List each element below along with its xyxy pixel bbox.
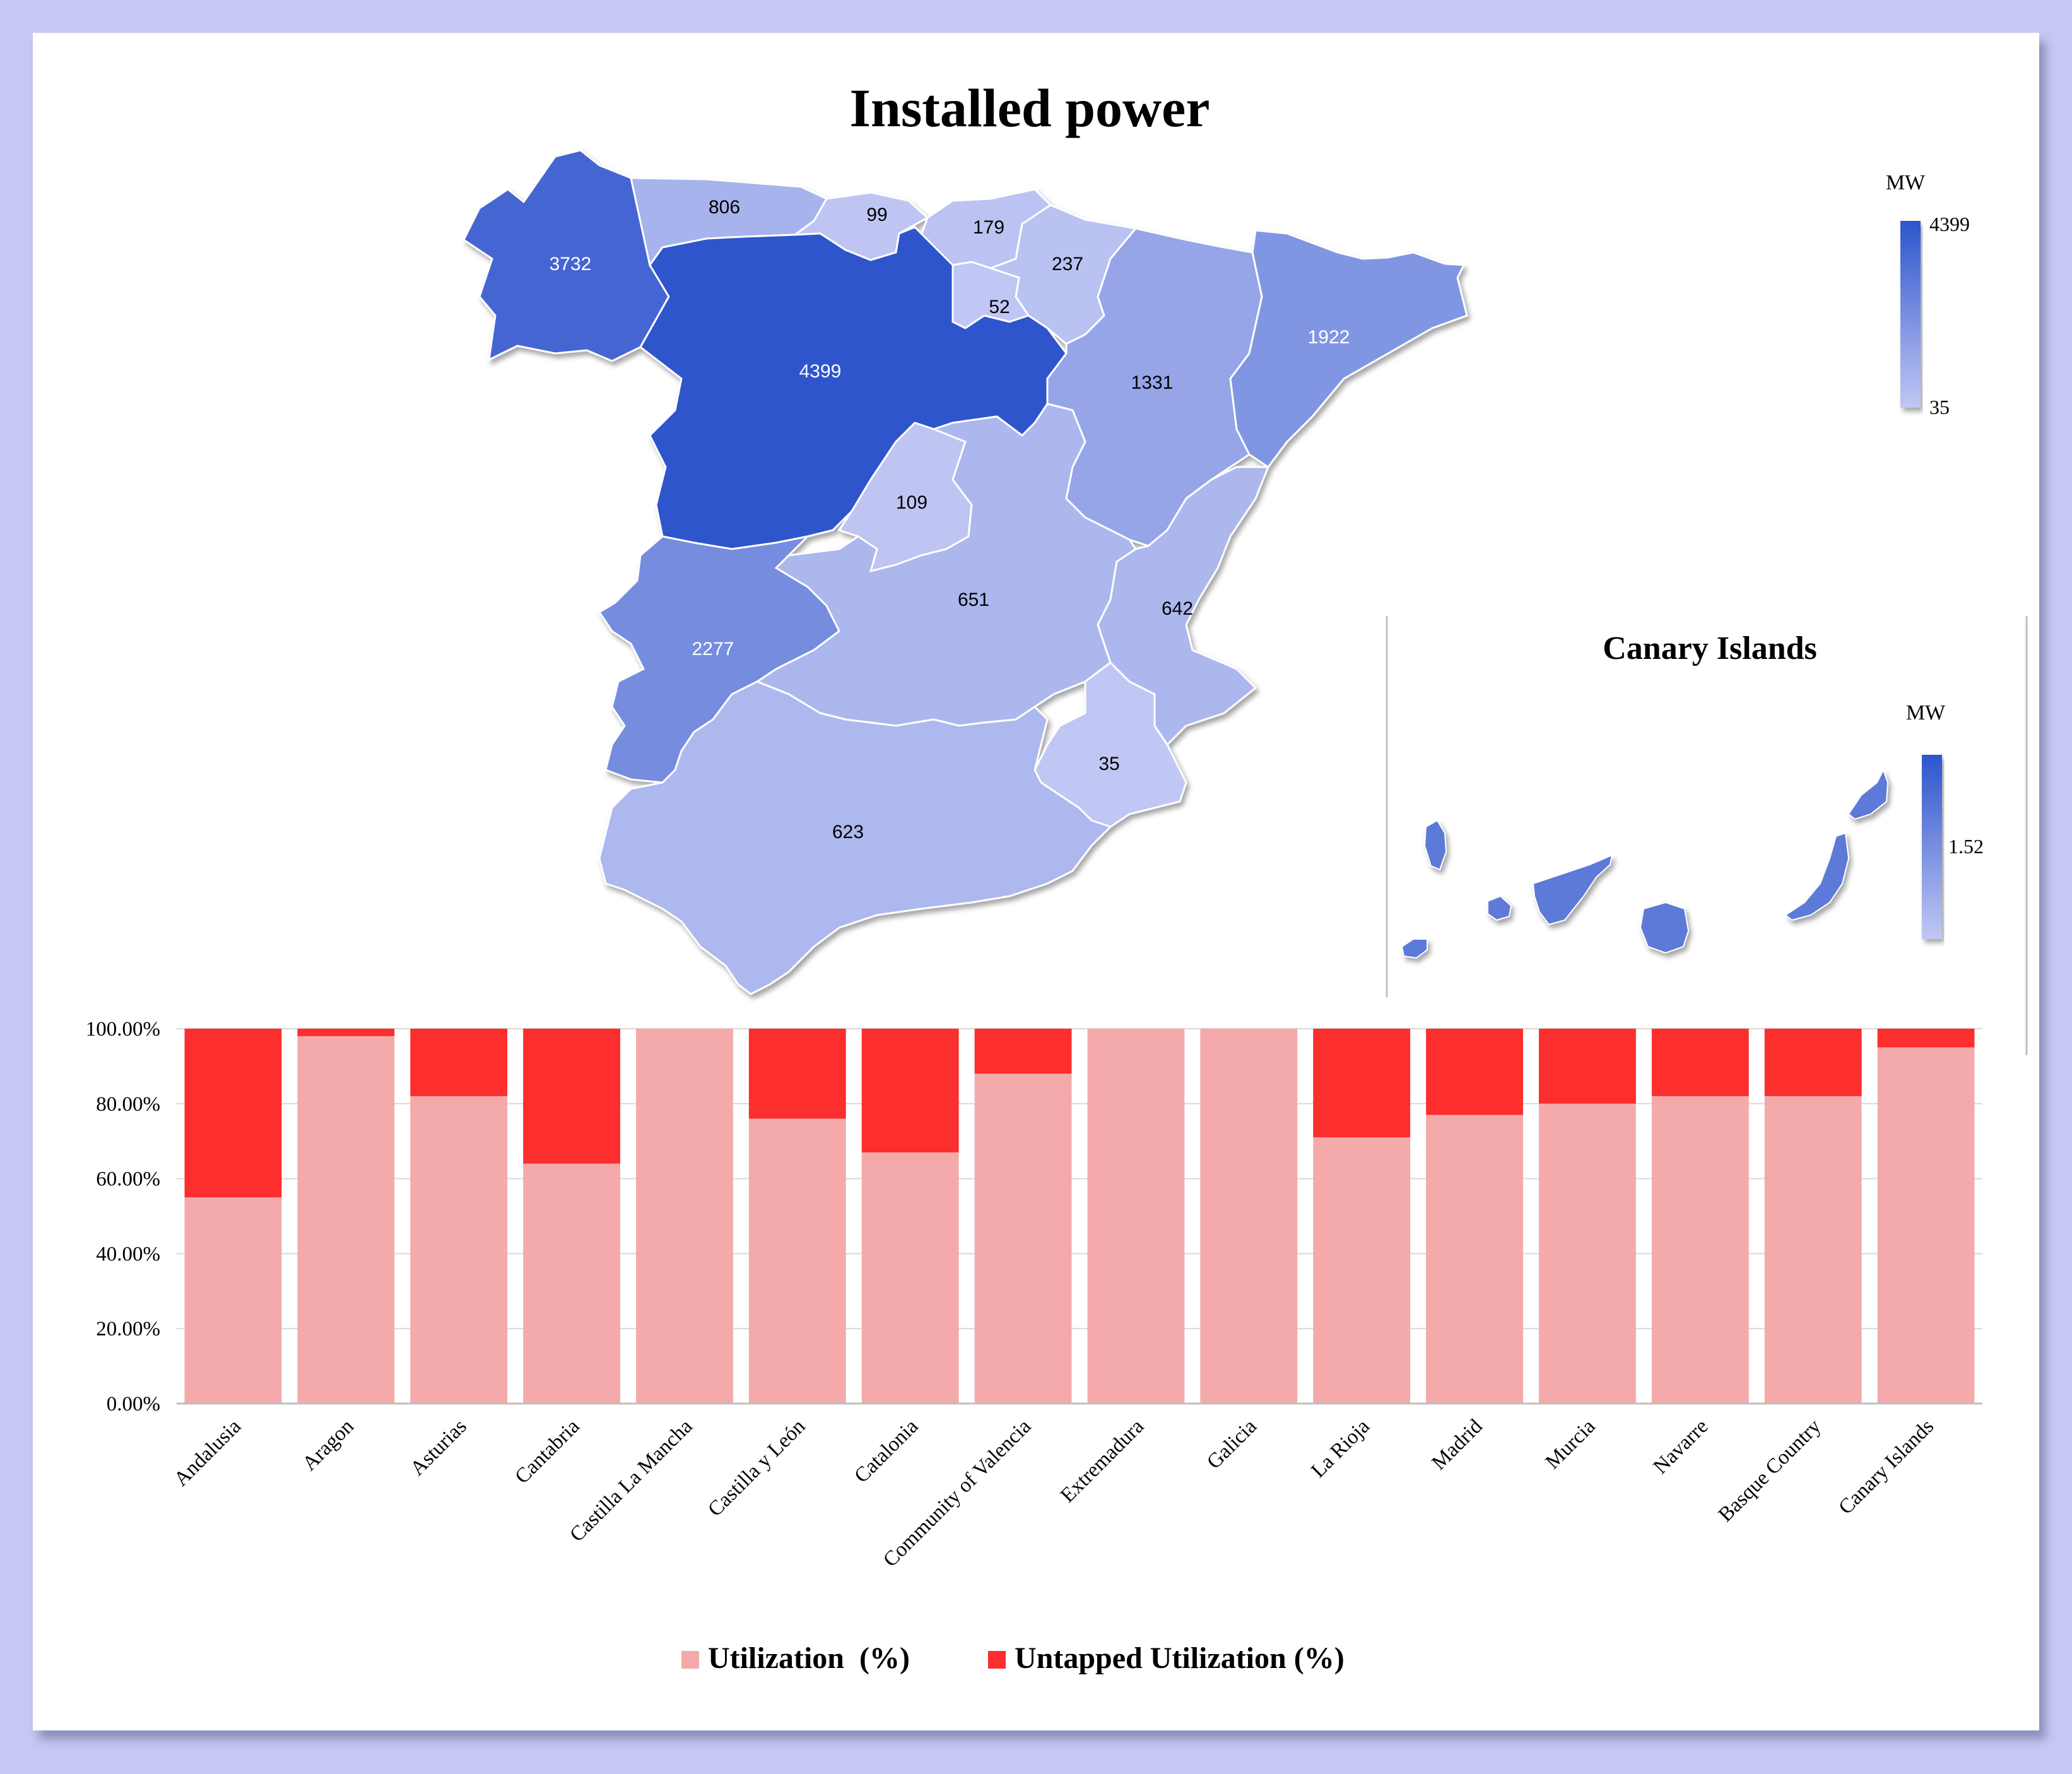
bar-utilization[interactable] [1426,1115,1523,1404]
bar-untapped[interactable] [974,1029,1072,1074]
label-catalonia: 1922 [1308,327,1350,348]
bar-untapped[interactable] [1651,1029,1749,1096]
inset-scale-value: 1.52 [1948,835,1984,858]
x-tick-label: Navarre [1649,1415,1713,1479]
label-andalusia: 623 [832,822,864,843]
bar-utilization[interactable] [297,1036,395,1404]
bar-utilization[interactable] [1651,1096,1749,1404]
bar-utilization[interactable] [1313,1137,1411,1404]
x-tick-label: Madrid [1428,1415,1488,1475]
bar-untapped[interactable] [748,1029,846,1119]
island-gran-canaria[interactable] [1639,901,1690,954]
x-tick-label: Canary Islands [1834,1415,1938,1519]
label-asturias: 806 [709,197,740,218]
x-tick-label: Galicia [1203,1415,1261,1474]
x-tick-label: Catalonia [850,1415,922,1487]
x-tick-label: Castilla La Mancha [565,1415,697,1546]
canary-islands-inset: Canary Islands MW 1.52 [1386,616,2028,1055]
label-madrid: 109 [896,492,927,513]
bar-utilization[interactable] [1764,1096,1862,1404]
legend-swatch-untapped [988,1651,1006,1669]
legend-label-untapped: Untapped Utilization (%) [1015,1641,1345,1675]
map-scale-bar [1900,221,1921,408]
bar-untapped[interactable] [410,1029,508,1096]
x-tick-label: Castilla y León [703,1415,809,1521]
bar-utilization[interactable] [1087,1029,1185,1404]
label-cantabria: 99 [866,204,887,225]
y-tick-label: 40.00% [96,1243,160,1265]
region-andalusia[interactable] [598,680,1112,995]
bar-untapped[interactable] [523,1029,620,1164]
label-castilla-la-mancha: 651 [958,589,989,610]
island-la-gomera[interactable] [1487,895,1512,921]
bar-untapped[interactable] [1539,1029,1636,1104]
inset-title: Canary Islands [1603,630,1817,666]
map-scale-max: 4399 [1929,213,1970,235]
bar-utilization[interactable] [1877,1047,1975,1404]
inset-scale-unit: MW [1906,701,1946,724]
x-tick-label: Basque Country [1714,1415,1826,1527]
label-aragon: 1331 [1131,372,1174,393]
inset-panel [1386,616,2027,997]
spain-map [462,149,1468,995]
island-lanzarote[interactable] [1847,768,1889,820]
bar-untapped[interactable] [297,1029,395,1036]
island-la-palma[interactable] [1423,819,1447,871]
legend-label-utilization: Utilization (%) [708,1641,910,1675]
bar-untapped[interactable] [1313,1029,1411,1138]
bar-utilization[interactable] [636,1029,733,1404]
x-tick-label: Extremadura [1056,1415,1148,1507]
y-tick-label: 80.00% [96,1093,160,1116]
island-el-hierro[interactable] [1401,938,1428,959]
utilization-bar-chart: 0.00% 20.00% 40.00% 60.00% 80.00% 100.00% And… [86,1018,1982,1571]
bar-utilization[interactable] [1200,1029,1298,1404]
region-community-of-valencia[interactable] [1097,466,1270,747]
bar-utilization[interactable] [748,1118,846,1404]
canary-islands-map [1401,768,1889,959]
label-extremadura: 2277 [692,639,734,659]
bar-utilization[interactable] [523,1163,620,1404]
bar-untapped[interactable] [184,1029,282,1198]
x-tick-label: La Rioja [1307,1415,1374,1482]
bar-utilization[interactable] [1539,1103,1636,1404]
y-tick-label: 60.00% [96,1168,160,1191]
map-title: Installed power [850,78,1210,138]
inset-scale-bar [1922,755,1942,939]
map-scale-min: 35 [1929,396,1950,418]
label-navarre: 237 [1052,254,1083,275]
bar-utilization[interactable] [861,1152,959,1404]
region-catalonia[interactable] [1229,229,1468,469]
x-tick-label: Asturias [406,1415,471,1480]
island-fuerteventura[interactable] [1784,832,1850,921]
x-tick-label: Andalusia [170,1415,245,1491]
bar-utilization[interactable] [410,1096,508,1404]
map-scale-unit: MW [1886,171,1926,194]
label-community-of-valencia: 642 [1162,598,1193,619]
label-castilla-y-leon: 4399 [799,361,842,382]
bar-untapped[interactable] [1877,1029,1975,1048]
legend-swatch-utilization [681,1651,699,1669]
x-tick-label: Aragon [298,1415,358,1475]
label-galicia: 3732 [550,254,592,275]
x-tick-label: Cantabria [511,1415,584,1488]
label-murcia: 35 [1098,754,1119,774]
x-tick-label: Murcia [1541,1415,1600,1474]
bar-untapped[interactable] [861,1029,959,1153]
bar-utilization[interactable] [974,1073,1072,1404]
label-la-rioja: 52 [989,297,1010,317]
bar-untapped[interactable] [1764,1029,1862,1096]
y-tick-label: 0.00% [107,1393,160,1416]
island-tenerife[interactable] [1532,854,1613,926]
label-basque-country: 179 [973,217,1004,238]
chart-legend: Utilization (%) Untapped Utilization (%) [681,1641,1345,1675]
bar-utilization[interactable] [184,1197,282,1404]
bar-untapped[interactable] [1426,1029,1523,1115]
y-tick-label: 20.00% [96,1318,160,1340]
map-color-scale: MW 4399 35 [1886,171,1970,418]
y-tick-label: 100.00% [86,1018,160,1041]
